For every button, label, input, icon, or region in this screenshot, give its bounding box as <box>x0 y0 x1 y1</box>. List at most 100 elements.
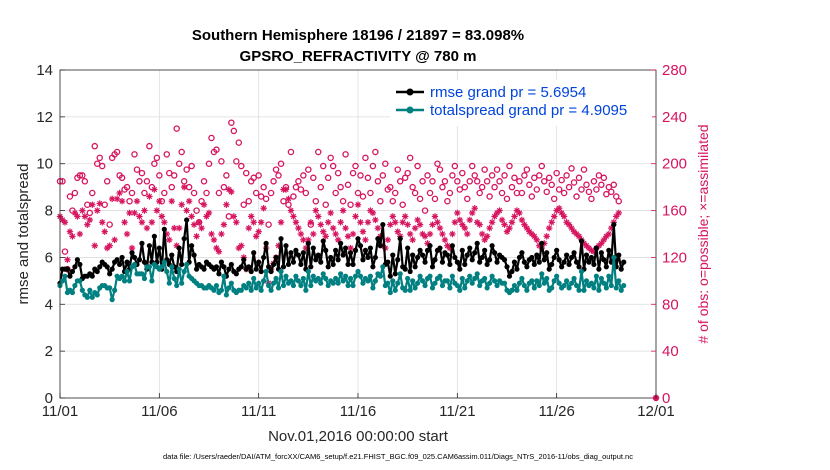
series-point-rmse <box>415 254 421 261</box>
series-point-rmse <box>489 243 495 249</box>
series-point-rmse <box>549 261 555 268</box>
obs-assimilated-stroke <box>586 245 592 251</box>
series-point-spread <box>419 278 426 284</box>
obs-assimilated-stroke <box>442 237 448 243</box>
y2-tick-label: 120 <box>662 249 687 266</box>
series-point-spread <box>184 261 190 268</box>
series-point-rmse <box>104 264 110 270</box>
series-point-rmse <box>621 259 627 265</box>
obs-assimilated-stroke <box>588 247 595 254</box>
obs-possible-point <box>580 166 588 173</box>
series-point-rmse <box>566 261 572 268</box>
series-point-rmse <box>261 254 267 261</box>
obs-assimilated-point <box>116 189 123 197</box>
series-point-rmse <box>298 261 304 268</box>
obs-possible-point <box>218 158 225 165</box>
series-point-spread <box>601 280 607 286</box>
obs-assimilated-point <box>101 228 108 235</box>
obs-assimilated-point <box>454 209 461 217</box>
series-point-spread <box>397 271 403 277</box>
series-point-spread <box>536 282 542 289</box>
series-point-rmse <box>410 252 416 258</box>
series-point-rmse <box>64 266 71 272</box>
series-point-spread <box>290 282 297 289</box>
series-point-spread <box>372 278 378 284</box>
series-point-rmse <box>308 264 314 270</box>
obs-assimilated-stroke <box>218 231 225 237</box>
series-point-spread <box>84 294 90 300</box>
series-point-rmse <box>251 250 257 256</box>
obs-possible-point <box>394 166 401 173</box>
series-point-spread <box>238 287 244 293</box>
series-point-rmse <box>419 252 426 258</box>
obs-assimilated-stroke <box>606 231 612 237</box>
series-point-spread <box>347 275 354 282</box>
series-point-rmse <box>161 226 167 232</box>
obs-assimilated-point <box>290 213 297 220</box>
series-point-spread <box>613 285 619 291</box>
series-point-rmse <box>283 243 289 249</box>
obs-assimilated-point <box>315 213 322 220</box>
series-point-spread <box>79 287 85 293</box>
series-point-rmse <box>447 261 453 268</box>
series-point-spread <box>107 285 113 291</box>
obs-assimilated-point <box>213 244 220 252</box>
obs-assimilated-point <box>255 228 262 235</box>
series-point-spread <box>251 275 257 282</box>
obs-assimilated-point <box>317 221 324 228</box>
obs-possible-point <box>285 201 292 208</box>
series-point-spread <box>454 282 460 289</box>
obs-possible-point <box>446 189 454 197</box>
series-point-spread <box>87 287 93 293</box>
obs-assimilated-stroke <box>74 213 81 220</box>
obs-assimilated-stroke <box>223 202 230 208</box>
obs-assimilated-point <box>369 209 377 217</box>
obs-assimilated-point <box>481 236 488 244</box>
obs-assimilated-point <box>312 207 319 214</box>
obs-assimilated-stroke <box>534 237 540 243</box>
obs-assimilated-point <box>325 219 332 226</box>
obs-assimilated-stroke <box>203 213 210 220</box>
obs-possible-point <box>461 183 469 191</box>
series-point-spread <box>89 294 95 300</box>
series-point-spread <box>380 264 386 270</box>
obs-assimilated-stroke <box>72 210 78 216</box>
obs-assimilated-point <box>568 224 575 232</box>
obs-possible-point <box>198 197 205 205</box>
obs-assimilated-point <box>89 201 96 208</box>
obs-possible-point <box>578 186 585 193</box>
obs-assimilated-point <box>394 228 401 235</box>
series-point-spread <box>338 271 344 277</box>
series-point-spread <box>166 280 172 286</box>
obs-possible-point <box>106 221 113 228</box>
series-point-rmse <box>295 252 301 258</box>
series-point-rmse <box>266 264 272 270</box>
obs-possible-point <box>364 174 372 182</box>
series-point-rmse <box>193 266 200 272</box>
legend-label-rmse: rmse grand pr = 5.6954 <box>430 84 586 101</box>
series-point-spread <box>280 282 287 289</box>
series-point-spread <box>576 287 582 293</box>
series-point-spread <box>218 287 225 293</box>
obs-assimilated-stroke <box>206 210 212 216</box>
obs-assimilated-point <box>91 242 98 249</box>
series-point-rmse <box>452 254 458 261</box>
obs-assimilated-point <box>560 213 568 220</box>
obs-assimilated-stroke <box>521 221 528 228</box>
obs-possible-point <box>424 172 431 179</box>
obs-assimilated-stroke <box>169 198 175 204</box>
obs-possible-point <box>312 197 320 205</box>
obs-assimilated-point <box>389 213 396 220</box>
obs-assimilated-stroke <box>387 221 393 228</box>
series-point-spread <box>385 280 391 286</box>
obs-assimilated-stroke <box>439 231 446 237</box>
series-point-spread <box>477 282 483 289</box>
obs-possible-point <box>550 195 558 203</box>
obs-possible-point <box>414 162 421 170</box>
obs-possible-point <box>133 166 141 173</box>
series-point-rmse <box>603 264 609 270</box>
series-point-rmse <box>554 247 560 253</box>
obs-possible-point <box>444 197 451 205</box>
series-point-spread <box>583 278 590 284</box>
obs-possible-point <box>429 178 436 185</box>
